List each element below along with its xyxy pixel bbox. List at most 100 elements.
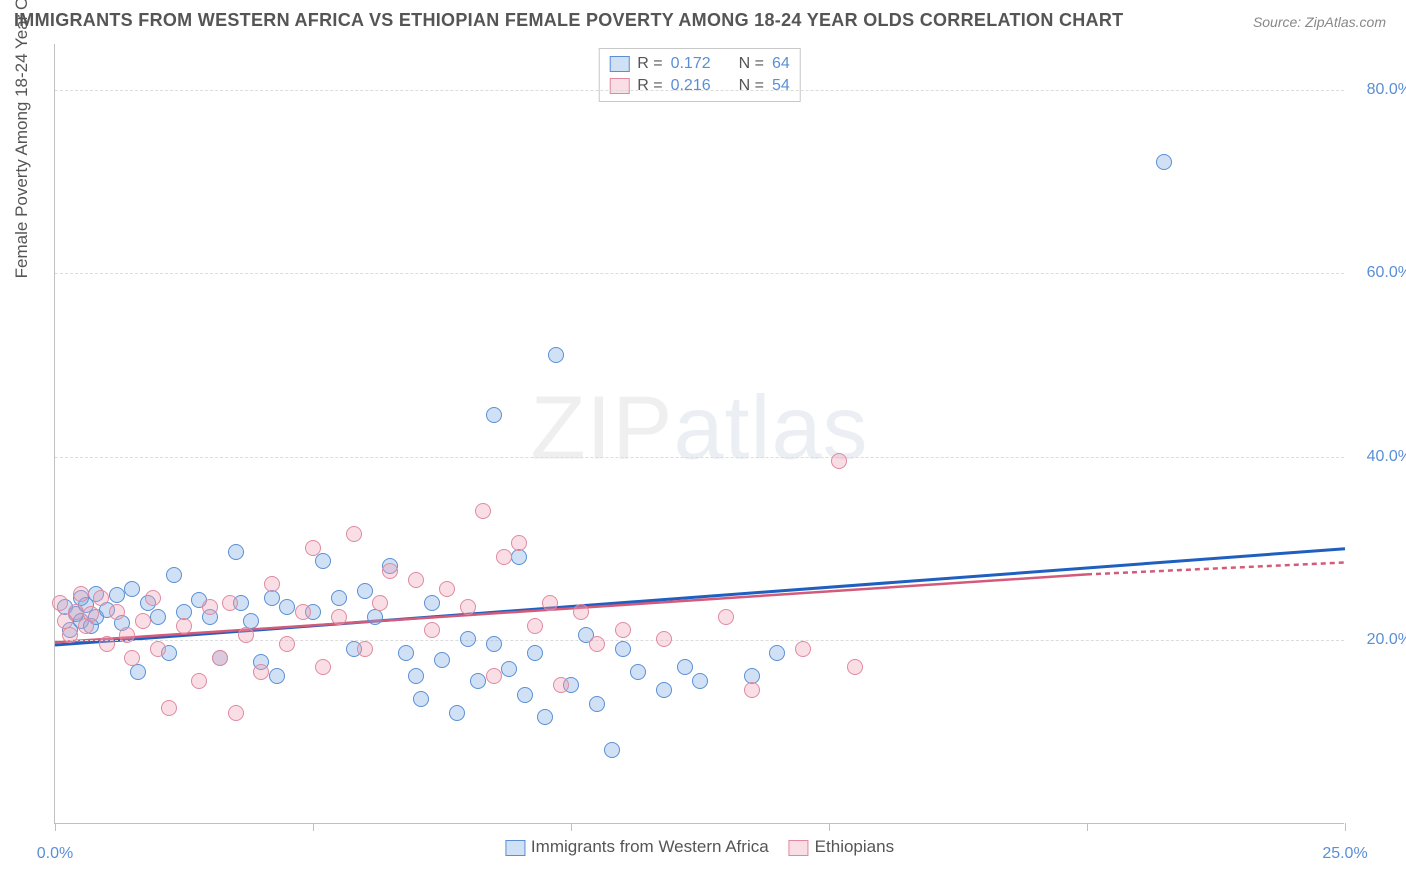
scatter-point (470, 673, 486, 689)
scatter-point (542, 595, 558, 611)
legend-r-value: 0.172 (671, 55, 711, 73)
scatter-point (135, 613, 151, 629)
scatter-point (228, 705, 244, 721)
scatter-point (346, 526, 362, 542)
scatter-point (527, 618, 543, 634)
scatter-point (264, 576, 280, 592)
scatter-point (93, 590, 109, 606)
y-axis-label: Female Poverty Among 18-24 Year Olds (12, 0, 32, 278)
scatter-point (486, 407, 502, 423)
scatter-point (511, 549, 527, 565)
scatter-point (460, 599, 476, 615)
scatter-point (331, 590, 347, 606)
scatter-point (367, 609, 383, 625)
scatter-point (228, 544, 244, 560)
series-legend: Immigrants from Western Africa Ethiopians (505, 837, 894, 857)
scatter-point (496, 549, 512, 565)
scatter-point (83, 606, 99, 622)
scatter-point (548, 347, 564, 363)
scatter-point (408, 668, 424, 684)
scatter-point (62, 627, 78, 643)
scatter-point (222, 595, 238, 611)
source-attribution: Source: ZipAtlas.com (1253, 14, 1386, 30)
scatter-point (630, 664, 646, 680)
scatter-point (847, 659, 863, 675)
legend-row: R =0.216N =54 (609, 75, 790, 97)
scatter-point (656, 631, 672, 647)
scatter-point (150, 641, 166, 657)
scatter-point (501, 661, 517, 677)
scatter-point (460, 631, 476, 647)
scatter-point (439, 581, 455, 597)
scatter-point (124, 581, 140, 597)
scatter-point (124, 650, 140, 666)
scatter-point (744, 682, 760, 698)
legend-swatch (609, 78, 629, 94)
x-tick (829, 823, 830, 831)
scatter-point (52, 595, 68, 611)
legend-n-value: 64 (772, 55, 790, 73)
series-name: Immigrants from Western Africa (531, 837, 769, 856)
x-tick (313, 823, 314, 831)
scatter-point (604, 742, 620, 758)
scatter-point (677, 659, 693, 675)
scatter-point (589, 636, 605, 652)
scatter-point (718, 609, 734, 625)
scatter-point (212, 650, 228, 666)
legend-r-label: R = (637, 77, 662, 95)
scatter-point (692, 673, 708, 689)
scatter-point (372, 595, 388, 611)
legend-r-label: R = (637, 55, 662, 73)
scatter-point (831, 453, 847, 469)
scatter-point (475, 503, 491, 519)
scatter-point (150, 609, 166, 625)
scatter-point (99, 636, 115, 652)
scatter-point (238, 627, 254, 643)
y-tick-label: 20.0% (1352, 631, 1406, 649)
scatter-point (615, 641, 631, 657)
scatter-point (253, 664, 269, 680)
series-legend-item: Immigrants from Western Africa (505, 837, 769, 857)
y-tick-label: 60.0% (1352, 264, 1406, 282)
series-name: Ethiopians (815, 837, 894, 856)
legend-r-value: 0.216 (671, 77, 711, 95)
x-tick (571, 823, 572, 831)
gridline-horizontal (55, 457, 1344, 458)
scatter-point (161, 700, 177, 716)
gridline-horizontal (55, 273, 1344, 274)
scatter-point (486, 668, 502, 684)
scatter-plot-area: ZIPatlas R =0.172N =64R =0.216N =54 Immi… (54, 44, 1344, 824)
scatter-point (424, 622, 440, 638)
legend-n-label: N = (739, 55, 764, 73)
scatter-point (279, 636, 295, 652)
scatter-point (413, 691, 429, 707)
legend-n-label: N = (739, 77, 764, 95)
scatter-point (553, 677, 569, 693)
legend-swatch (789, 840, 809, 856)
scatter-point (130, 664, 146, 680)
scatter-point (537, 709, 553, 725)
scatter-point (486, 636, 502, 652)
scatter-point (295, 604, 311, 620)
scatter-point (202, 599, 218, 615)
x-tick (55, 823, 56, 831)
scatter-point (517, 687, 533, 703)
source-value: ZipAtlas.com (1305, 14, 1386, 30)
scatter-point (166, 567, 182, 583)
source-label: Source: (1253, 14, 1301, 30)
scatter-point (449, 705, 465, 721)
x-tick-label: 0.0% (37, 845, 73, 863)
legend-row: R = 0.172 N = 64 (609, 53, 790, 75)
scatter-point (176, 618, 192, 634)
scatter-point (382, 563, 398, 579)
scatter-point (119, 627, 135, 643)
scatter-point (315, 659, 331, 675)
x-tick (1087, 823, 1088, 831)
scatter-point (511, 535, 527, 551)
scatter-point (109, 604, 125, 620)
scatter-point (589, 696, 605, 712)
scatter-point (315, 553, 331, 569)
scatter-point (398, 645, 414, 661)
scatter-point (573, 604, 589, 620)
scatter-point (68, 604, 84, 620)
